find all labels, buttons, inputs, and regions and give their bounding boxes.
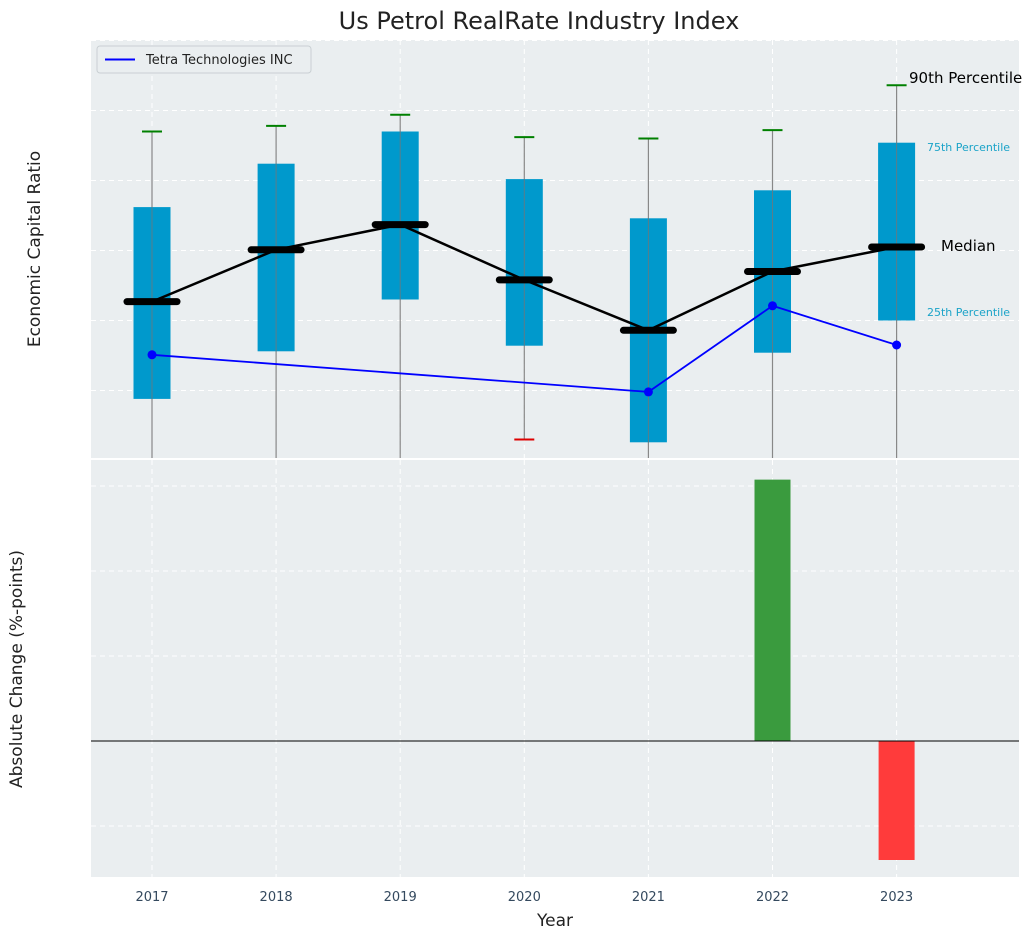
x-tick-label: 2020 [508,890,541,905]
company-series [147,301,902,397]
series-point-tetra [892,340,902,350]
chart-title: Us Petrol RealRate Industry Index [339,7,740,35]
x-tick-label: 2022 [756,890,789,905]
series-point-tetra [643,387,653,397]
change-bar [878,741,915,860]
bottom-plot-area [91,460,1019,877]
top-plot-area [91,40,1019,458]
percentile-annotations: 90th Percentile 75th Percentile Median 2… [909,69,1022,319]
x-tick-label: 2019 [384,890,417,905]
x-tick-label: 2017 [135,890,168,905]
x-tick-label: 2023 [880,890,913,905]
series-point-tetra [147,350,157,360]
bottom-y-axis-title: Absolute Change (%-points) [7,550,27,788]
annotation-median: Median [941,237,996,255]
x-axis-title: Year [536,911,573,931]
legend: Tetra Technologies INC [96,45,312,74]
legend-frame [96,45,312,74]
series-line-tetra [151,304,897,393]
series-point-tetra [768,301,777,311]
x-tick-label: 2021 [632,890,665,905]
median-trend [123,221,926,334]
top-y-axis-title: Economic Capital Ratio [25,151,45,347]
annotation-p90: 90th Percentile [909,69,1022,87]
legend-entry-tetra: Tetra Technologies INC [145,53,293,68]
annotation-p25: 25th Percentile [927,306,1010,319]
change-bar [754,479,791,741]
x-tick-label: 2018 [260,890,293,905]
x-ticks: 2017 2018 2019 2020 2021 2022 2023 [135,890,913,905]
annotation-p75: 75th Percentile [927,141,1010,154]
bottom-bars [91,479,1019,860]
